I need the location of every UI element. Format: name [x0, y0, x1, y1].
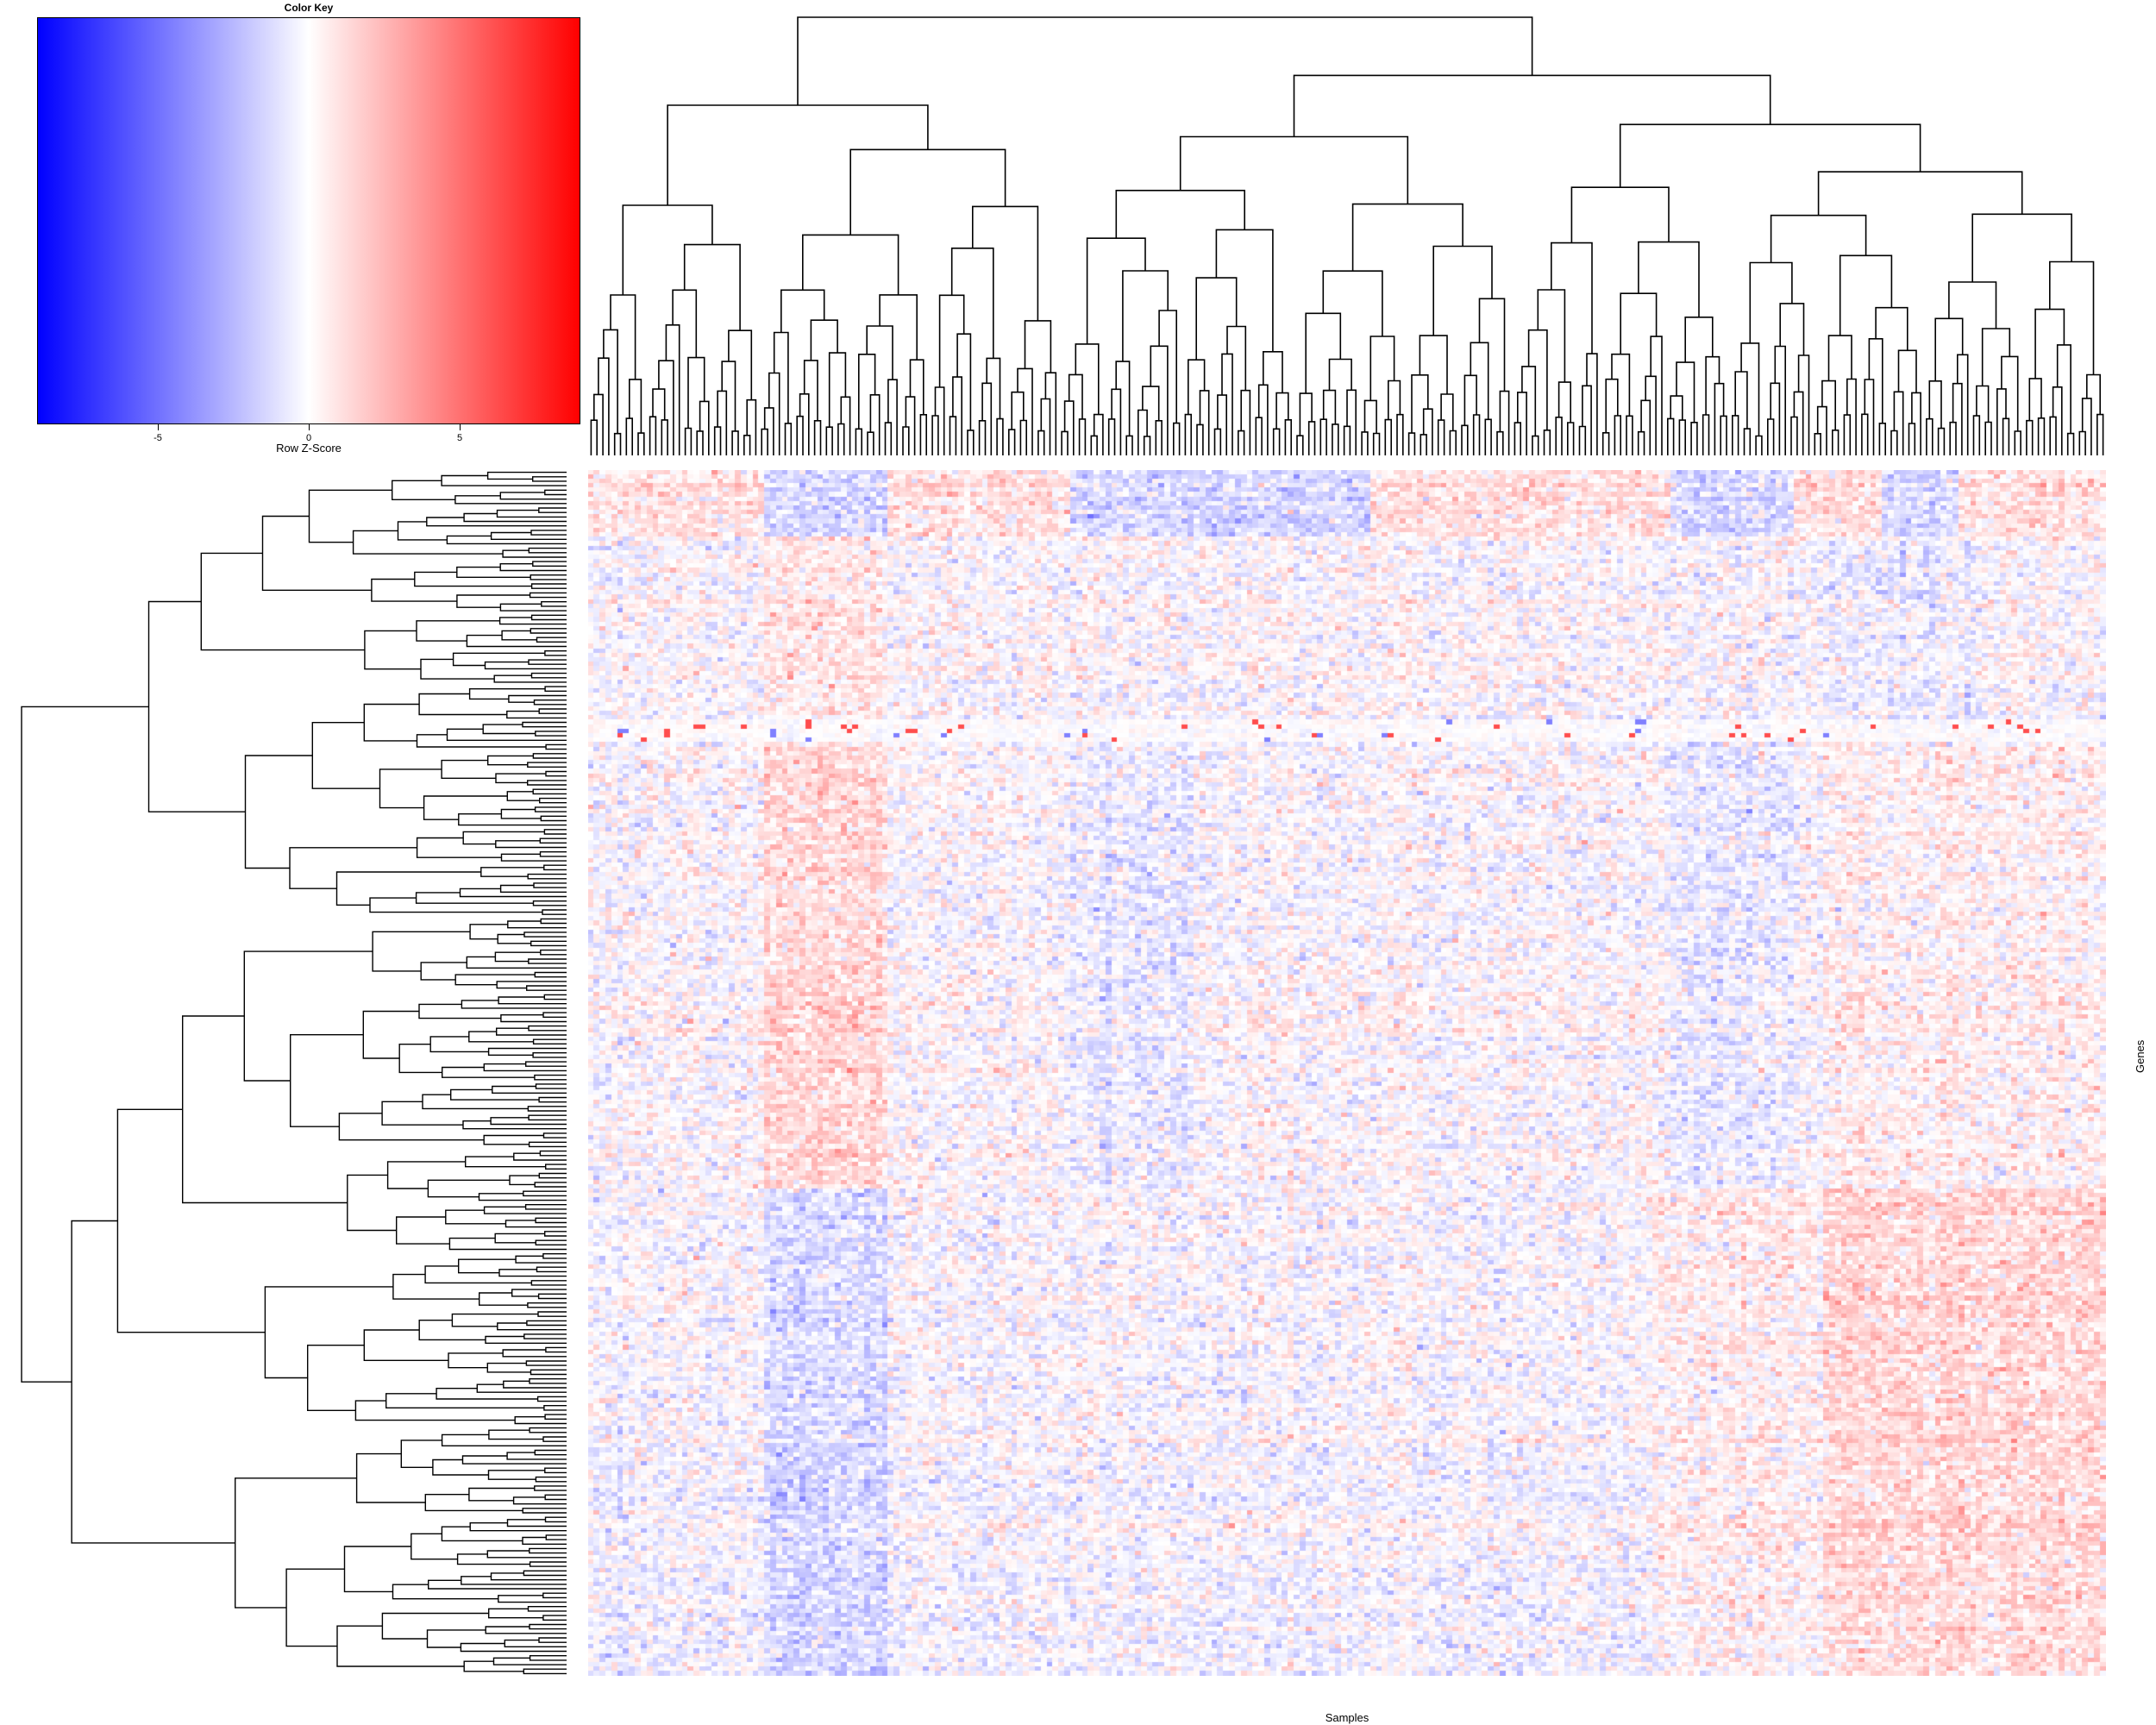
color-key-tick-label: 0	[305, 433, 312, 443]
x-axis-label: Samples	[1325, 1711, 1369, 1724]
color-key-tick-label: -5	[154, 433, 162, 443]
color-key-tick-label: 5	[456, 433, 463, 443]
color-key-axis-label: Row Z-Score	[276, 442, 342, 455]
column-dendrogram-branches	[590, 16, 2104, 455]
color-key-tick	[158, 424, 159, 430]
color-key-gradient	[37, 17, 580, 424]
heatmap-grid	[588, 470, 2106, 1676]
color-key-tick	[460, 424, 461, 430]
color-key-title: Color Key	[284, 2, 334, 14]
color-key-tick	[309, 424, 310, 430]
row-dendrogram-branches	[21, 471, 567, 1675]
column-dendrogram	[590, 16, 2104, 455]
row-dendrogram	[21, 471, 567, 1675]
y-axis-label: Genes	[2134, 1039, 2147, 1073]
